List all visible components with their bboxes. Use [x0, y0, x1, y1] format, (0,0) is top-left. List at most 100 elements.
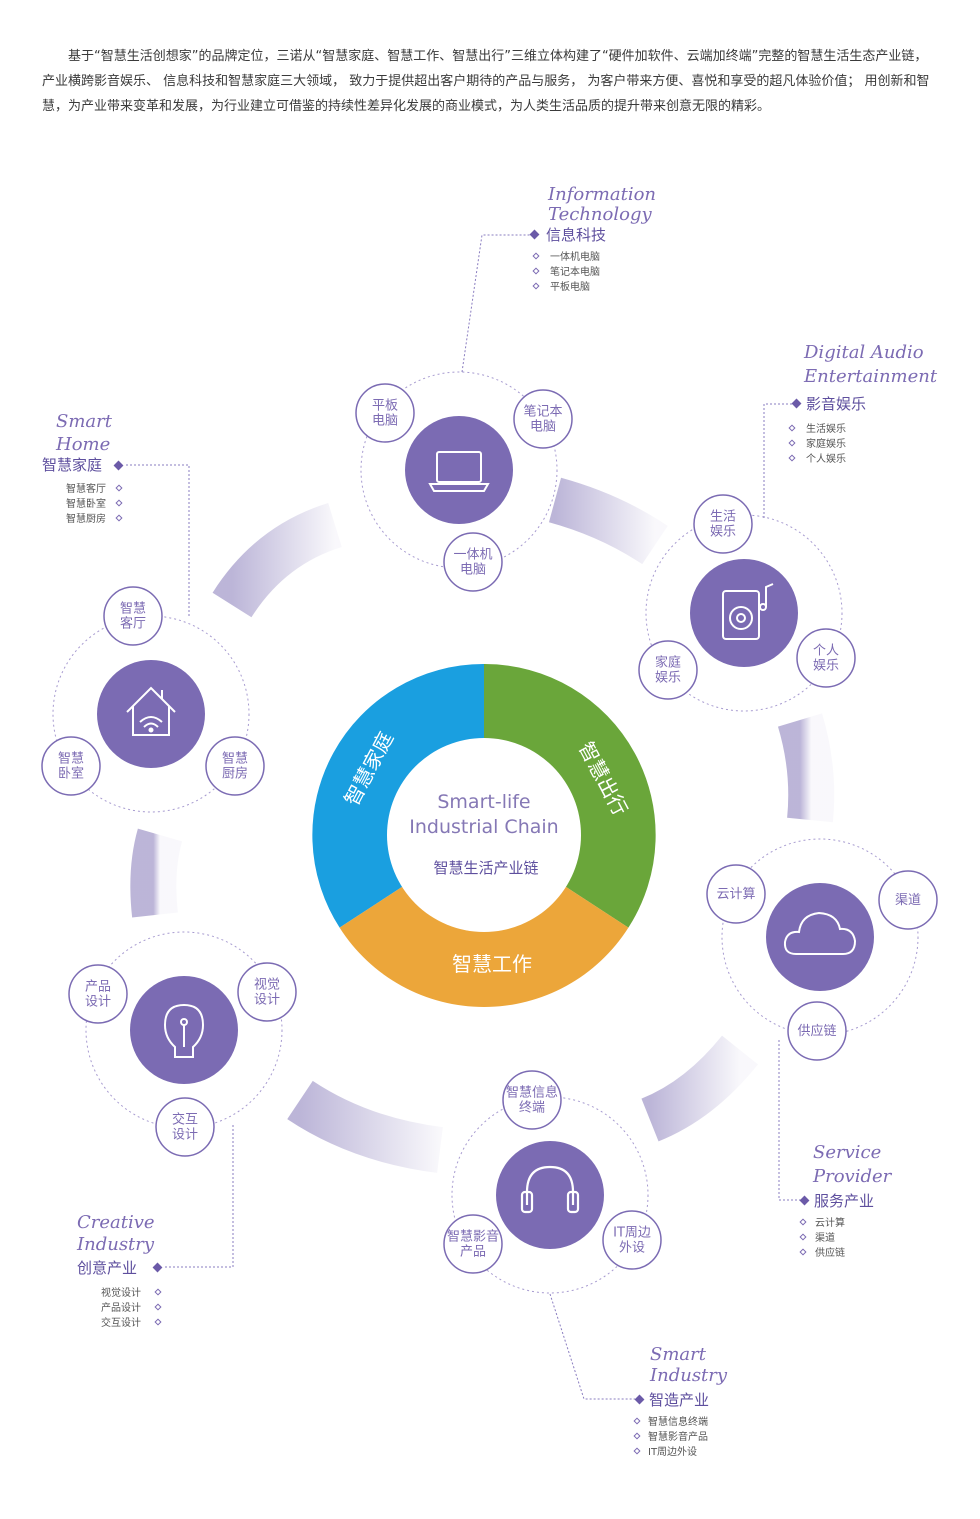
svg-text:Industry: Industry: [76, 1234, 155, 1255]
svg-text:Service: Service: [813, 1142, 881, 1163]
callout-creative-title: 创意产业: [77, 1259, 137, 1277]
svg-text:视觉设计: 视觉设计: [254, 978, 280, 1008]
svg-text:视觉设计: 视觉设计: [101, 1286, 141, 1299]
arc-service-industry: [640, 1035, 758, 1142]
svg-text:云计算: 云计算: [815, 1216, 845, 1229]
node-industry-2: 智慧影音产品: [443, 1214, 503, 1274]
node-home-3: 智慧厨房: [205, 736, 265, 796]
svg-text:Digital Audio: Digital Audio: [803, 342, 924, 363]
callout-home-title: 智慧家庭: [42, 456, 102, 474]
arc-creative-home: [130, 828, 183, 918]
arc-audio-service: [777, 713, 835, 823]
callout-service-title: 服务产业: [814, 1192, 874, 1210]
svg-text:Entertainment: Entertainment: [803, 366, 938, 387]
laptop-icon: [428, 451, 490, 492]
callout-audio: Digital Audio Entertainment 影音娱乐 生活娱乐 家庭…: [788, 342, 938, 465]
hub-info: 平板电脑 笔记本电脑 一体机电脑: [355, 371, 573, 592]
svg-text:渠道: 渠道: [895, 893, 921, 908]
node-service-2: 渠道: [878, 870, 938, 930]
svg-text:交互设计: 交互设计: [172, 1112, 198, 1143]
callout-creative: Creative Industry 创意产业 视觉设计 产品设计 交互设计: [76, 1212, 163, 1329]
svg-text:渠道: 渠道: [815, 1231, 835, 1244]
svg-text:智慧厨房: 智慧厨房: [222, 751, 248, 782]
hub-home: 智慧客厅 智慧卧室 智慧厨房: [41, 586, 265, 813]
node-audio-1: 生活娱乐: [693, 494, 753, 554]
svg-text:智慧影音产品: 智慧影音产品: [648, 1430, 708, 1443]
svg-text:交互设计: 交互设计: [101, 1316, 141, 1329]
svg-text:个人娱乐: 个人娱乐: [806, 452, 846, 465]
svg-text:生活娱乐: 生活娱乐: [806, 422, 846, 435]
smart-home-icon: [126, 686, 176, 736]
node-service-1: 云计算: [706, 864, 766, 924]
svg-text:平板电脑: 平板电脑: [550, 280, 590, 293]
svg-text:产品设计: 产品设计: [101, 1301, 141, 1314]
node-home-1: 智慧客厅: [103, 586, 163, 646]
center-subtitle: 智慧生活产业链: [433, 859, 538, 877]
node-audio-2: 家庭娱乐: [638, 640, 698, 700]
svg-text:供应链: 供应链: [815, 1246, 845, 1259]
svg-text:智慧信息终端: 智慧信息终端: [506, 1085, 558, 1116]
svg-text:智慧卧室: 智慧卧室: [66, 497, 106, 510]
hub-service: 云计算 渠道 供应链: [706, 838, 938, 1061]
svg-text:Information: Information: [547, 184, 656, 205]
callout-service: Service Provider 服务产业 云计算 渠道 供应链: [799, 1142, 893, 1259]
hub-creative: 产品设计 视觉设计 交互设计: [68, 931, 297, 1157]
svg-text:笔记本电脑: 笔记本电脑: [550, 265, 600, 278]
svg-text:产品设计: 产品设计: [85, 980, 111, 1010]
node-info-3: 一体机电脑: [443, 532, 503, 592]
callout-industry: Smart Industry 智造产业 智慧信息终端 智慧影音产品 IT周边外设: [633, 1344, 728, 1458]
center-title-line1: Smart-life: [437, 791, 530, 813]
leader-lines: [125, 234, 802, 1400]
svg-text:Creative: Creative: [77, 1212, 155, 1233]
svg-text:个人娱乐: 个人娱乐: [813, 644, 839, 674]
node-text: 笔记本电脑: [523, 404, 562, 435]
segment-work-label: 智慧工作: [452, 952, 532, 976]
svg-text:智慧卧室: 智慧卧室: [58, 751, 84, 782]
svg-text:云计算: 云计算: [716, 887, 755, 902]
svg-text:Home: Home: [55, 434, 110, 455]
segment-work: [339, 874, 629, 1008]
svg-text:家庭娱乐: 家庭娱乐: [806, 437, 846, 450]
svg-text:智慧客厅: 智慧客厅: [66, 482, 106, 495]
node-service-3: 供应链: [787, 1001, 847, 1061]
center-title-line2: Industrial Chain: [409, 816, 558, 838]
node-creative-1: 产品设计: [68, 964, 128, 1024]
callout-audio-title: 影音娱乐: [806, 395, 866, 413]
node-creative-3: 交互设计: [155, 1097, 215, 1157]
callout-info-title: 信息科技: [546, 226, 606, 244]
node-info-1: 平板电脑: [355, 383, 415, 443]
svg-text:供应链: 供应链: [797, 1023, 836, 1039]
svg-text:Smart: Smart: [56, 411, 113, 432]
node-info-2: 笔记本电脑: [513, 389, 573, 449]
svg-text:智慧厨房: 智慧厨房: [66, 512, 106, 525]
callout-info: Information Technology 信息科技 一体机电脑 笔记本电脑 …: [529, 184, 656, 293]
lightbulb-icon: [163, 1003, 205, 1058]
svg-text:智慧影音产品: 智慧影音产品: [447, 1229, 499, 1260]
node-audio-3: 个人娱乐: [796, 628, 856, 688]
cloud-icon: [783, 911, 857, 955]
callout-industry-title: 智造产业: [649, 1391, 709, 1409]
svg-text:家庭娱乐: 家庭娱乐: [655, 655, 681, 686]
svg-text:Provider: Provider: [812, 1166, 893, 1187]
svg-text:智慧信息终端: 智慧信息终端: [648, 1415, 708, 1428]
svg-text:Industry: Industry: [649, 1365, 728, 1386]
headphones-icon: [520, 1165, 580, 1214]
node-creative-2: 视觉设计: [237, 962, 297, 1022]
callout-home: Smart Home 智慧家庭 智慧客厅 智慧卧室 智慧厨房: [42, 411, 124, 525]
svg-text:生活娱乐: 生活娱乐: [710, 510, 736, 540]
arc-industry-creative: [287, 1080, 444, 1173]
intro-paragraph: 基于“智慧生活创想家”的品牌定位，三诺从“智慧家庭、智慧工作、智慧出行”三维立体…: [42, 49, 930, 114]
svg-text:IT周边外设: IT周边外设: [648, 1446, 697, 1458]
svg-text:IT周边外设: IT周边外设: [613, 1226, 651, 1256]
svg-text:智慧客厅: 智慧客厅: [120, 601, 146, 632]
arc-info-audio: [548, 477, 668, 565]
connector-arcs: [130, 477, 835, 1173]
center-donut: Smart-life Industrial Chain 智慧生活产业链 智慧家庭…: [312, 663, 656, 1008]
node-text: 平板电脑: [372, 399, 398, 429]
speaker-music-icon: [722, 583, 774, 640]
node-industry-1: 智慧信息终端: [502, 1070, 562, 1130]
node-home-2: 智慧卧室: [41, 736, 101, 796]
arc-home-info: [212, 503, 343, 618]
hub-industry: 智慧信息终端 智慧影音产品 IT周边外设: [443, 1070, 662, 1294]
